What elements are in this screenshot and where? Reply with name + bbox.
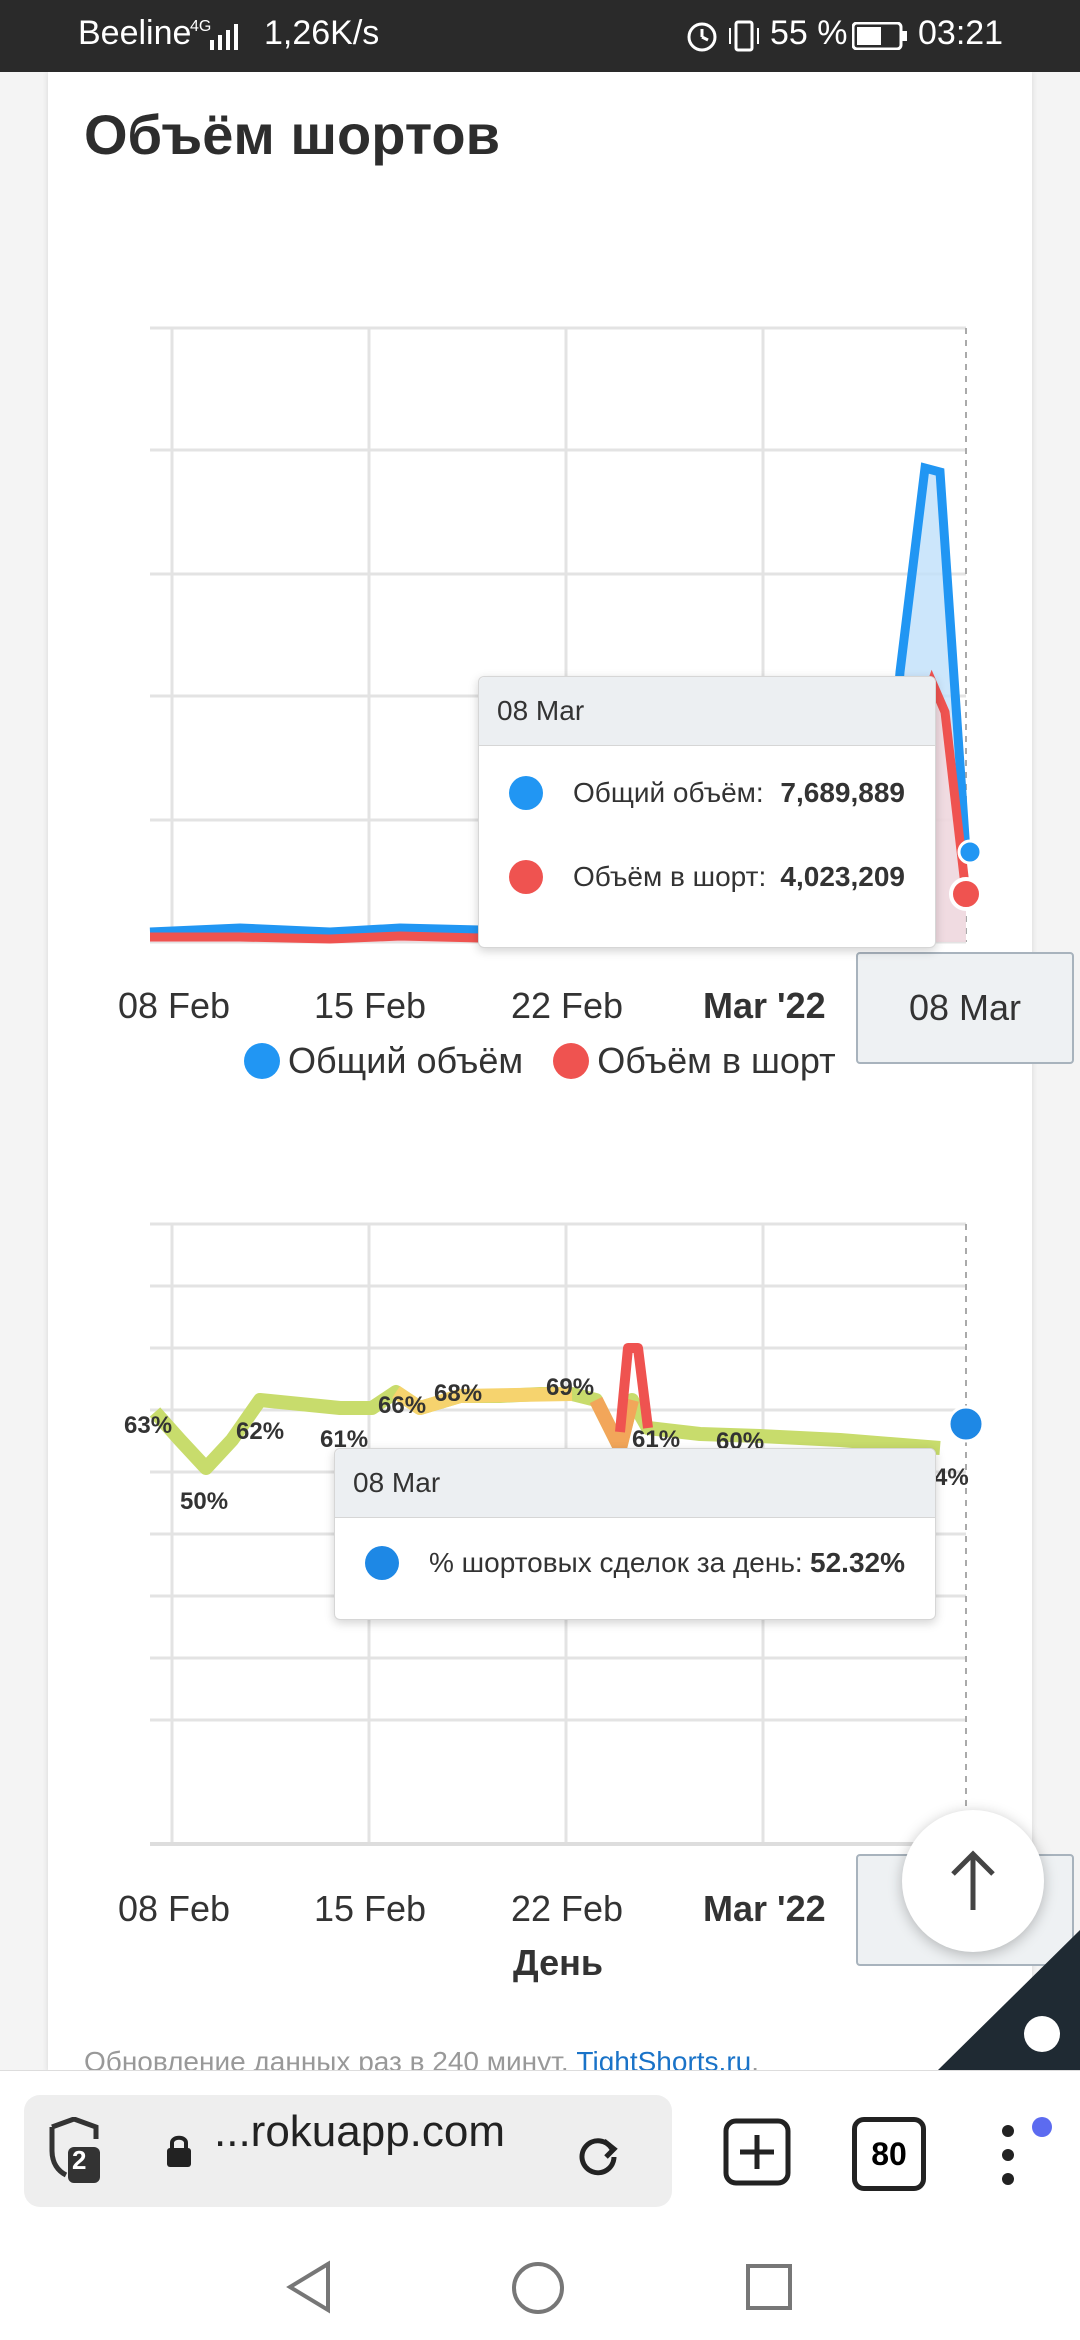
tooltip-row-percent: % шортовых сделок за день: 52.32% — [335, 1518, 935, 1580]
lock-icon — [167, 2135, 191, 2167]
web-page: Объём шортов 08 Feb 15 Feb 22 Feb Mar '2… — [0, 72, 1080, 2070]
url-text[interactable]: ...rokuapp.com — [214, 2107, 506, 2156]
total-volume-point — [957, 839, 983, 865]
chart2-xtick: 22 Feb — [511, 1888, 624, 1929]
footer-suffix: . — [751, 2046, 760, 2070]
tooltip-value: 4,023,209 — [780, 861, 905, 892]
chart2-tooltip: 08 Mar % шортовых сделок за день: 52.32% — [334, 1448, 936, 1620]
legend-dot-blue — [244, 1043, 280, 1079]
tooltip-label: Общий объём: — [573, 777, 764, 808]
home-icon[interactable] — [510, 2260, 566, 2316]
footer-note: Обновление данных раз в 240 минут. Tight… — [84, 2046, 759, 2070]
data-label: 69% — [546, 1374, 595, 1401]
arrow-up-icon — [951, 1850, 995, 1910]
menu-icon[interactable] — [988, 2117, 1068, 2197]
data-label: 63% — [124, 1412, 173, 1439]
short-volume-point — [949, 877, 983, 911]
tabs-count: 2 — [72, 2145, 87, 2175]
chart2-xlabel: День — [513, 1942, 603, 1983]
chart1-xtick: 22 Feb — [511, 985, 624, 1026]
reload-icon[interactable] — [574, 2129, 622, 2177]
data-label: 50% — [180, 1488, 229, 1515]
tooltip-date: 08 Mar — [335, 1449, 935, 1518]
address-bar[interactable] — [24, 2095, 672, 2207]
percent-point — [947, 1405, 985, 1443]
chart2-xtick: 08 Feb — [118, 1888, 231, 1929]
tooltip-value: 7,689,889 — [780, 777, 905, 808]
chart2-xtick: 15 Feb — [314, 1888, 427, 1929]
tooltip-row-total: Общий объём: 7,689,889 — [479, 746, 935, 810]
battery-icon — [852, 22, 907, 50]
chart-card — [48, 72, 1032, 2070]
footer-text: Обновление данных раз в 240 минут. — [84, 2046, 569, 2070]
new-tab-icon[interactable] — [722, 2117, 792, 2187]
status-bar: Beeline 4G 1,26K/s 55 % 03:21 — [0, 0, 1080, 72]
chart1-xaxis-highlight: 08 Mar — [856, 952, 1074, 1064]
carrier-name: Beeline — [78, 14, 192, 52]
chart1-xtick: Mar '22 — [703, 985, 826, 1026]
legend-item-short[interactable]: Объём в шорт — [597, 1040, 836, 1081]
corner-badge[interactable] — [938, 1930, 1080, 2070]
tab-counter[interactable]: 80 — [852, 2117, 926, 2191]
tooltip-label: % шортовых сделок за день: — [429, 1547, 803, 1578]
page-title: Объём шортов — [84, 103, 501, 166]
system-nav-bar — [0, 2230, 1080, 2340]
data-label: 62% — [236, 1418, 285, 1445]
data-label: 4% — [934, 1464, 969, 1491]
network-type: 4G — [190, 18, 212, 35]
back-icon[interactable] — [284, 2260, 334, 2314]
recents-icon[interactable] — [744, 2262, 794, 2312]
data-label: 68% — [434, 1380, 483, 1407]
tabs-shield-icon[interactable] — [46, 2117, 102, 2187]
legend-dot-red — [553, 1043, 590, 1079]
chart1-legend: Общий объём Объём в шорт — [244, 1040, 836, 1082]
chart1-tooltip: 08 Mar Общий объём: 7,689,889 Объём в шо… — [478, 676, 936, 948]
tooltip-row-short: Объём в шорт: 4,023,209 — [479, 810, 935, 894]
signal-icon — [210, 24, 238, 50]
tooltip-date: 08 Mar — [479, 677, 935, 746]
chart2-xtick: Mar '22 — [703, 1888, 826, 1929]
tightshorts-link[interactable]: TightShorts.ru — [576, 2046, 752, 2070]
scroll-top-button[interactable] — [902, 1810, 1044, 1952]
vibrate-icon — [729, 20, 759, 52]
battery-percent: 55 % — [770, 14, 848, 52]
chart1-xtick: 15 Feb — [314, 985, 427, 1026]
network-speed: 1,26K/s — [264, 14, 380, 52]
browser-toolbar: 2 ...rokuapp.com 80 — [0, 2070, 1080, 2231]
legend-item-total[interactable]: Общий объём — [288, 1040, 524, 1081]
data-label: 66% — [378, 1392, 427, 1419]
clock: 03:21 — [918, 14, 1004, 52]
tooltip-value: 52.32% — [810, 1547, 905, 1578]
alarm-icon — [687, 22, 717, 52]
chart1-xtick: 08 Feb — [118, 985, 231, 1026]
tooltip-label: Объём в шорт: — [573, 861, 767, 892]
